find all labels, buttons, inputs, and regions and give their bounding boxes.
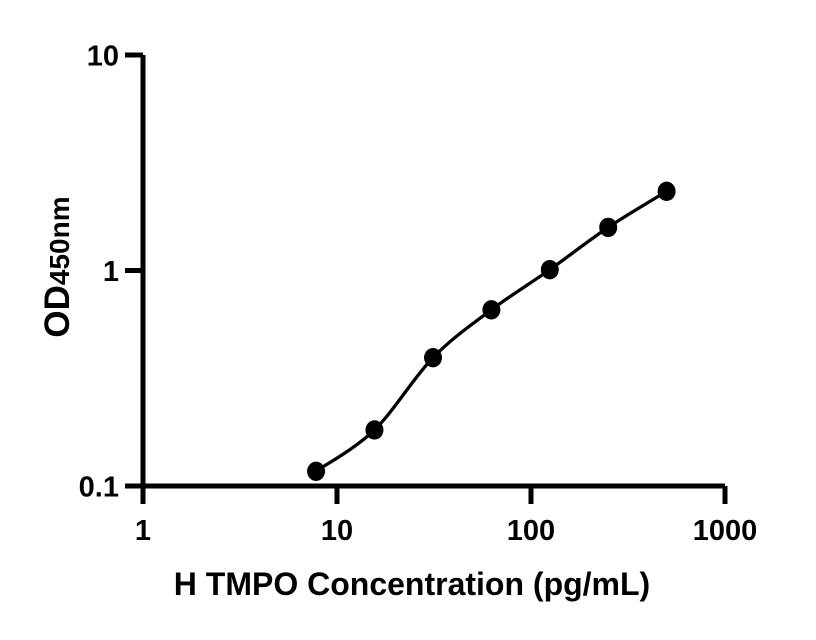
data-point [599, 217, 618, 238]
y-axis-tick-label: 10 [87, 41, 119, 73]
y-axis-title: OD450nm [38, 196, 78, 337]
y-axis-title-main: OD [38, 285, 77, 338]
data-point [540, 259, 559, 280]
axes-spine [140, 55, 725, 489]
data-point [307, 461, 326, 482]
x-axis-tick-label: 1000 [693, 515, 758, 547]
x-axis-tick-label: 10 [321, 515, 353, 547]
x-axis-tick-label: 1 [135, 515, 151, 547]
data-point [424, 347, 443, 368]
y-axis-tick-label: 0.1 [79, 472, 119, 504]
y-axis-tick-label: 1 [103, 256, 119, 288]
data-point [365, 420, 384, 440]
y-axis-title-sub: 450nm [44, 196, 75, 286]
x-axis-tick-label: 100 [507, 515, 555, 547]
data-point [482, 300, 501, 320]
data-point [657, 181, 676, 202]
x-axis-title: H TMPO Concentration (pg/mL) [173, 566, 651, 602]
